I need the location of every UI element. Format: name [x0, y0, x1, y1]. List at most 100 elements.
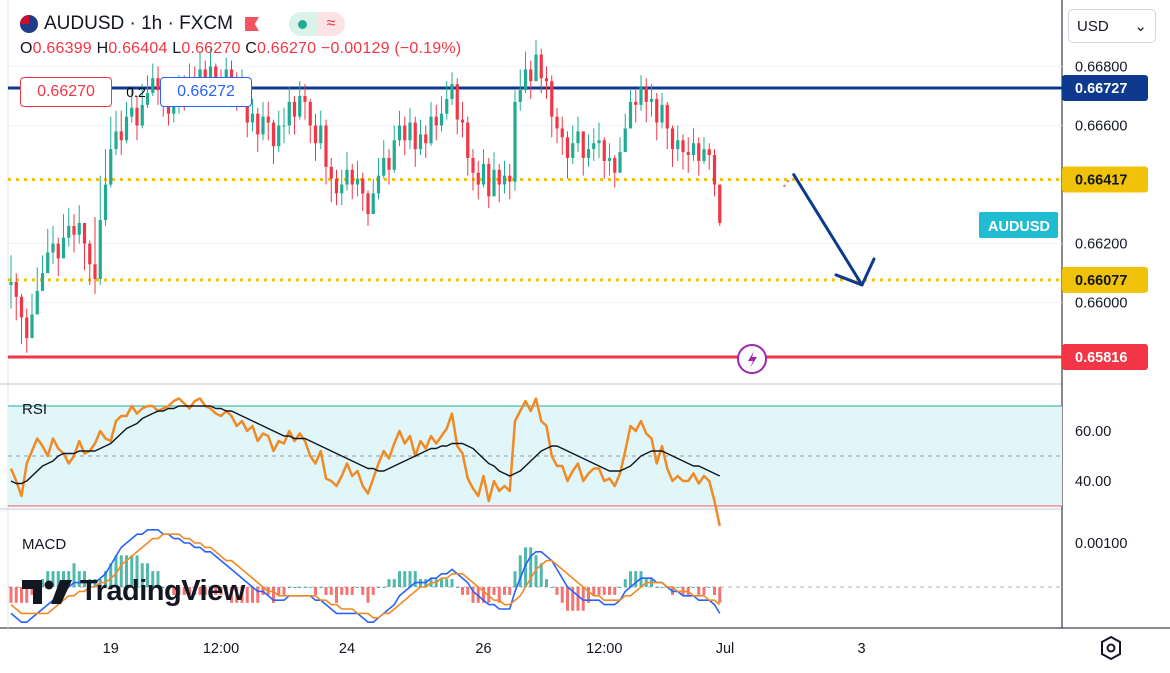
level-price-badge: [1062, 166, 1148, 193]
candle-body: [492, 169, 496, 197]
macd-histogram-bar: [482, 587, 485, 603]
macd-histogram-bar: [576, 587, 580, 611]
candle-body: [408, 122, 412, 141]
macd-histogram-bar: [545, 579, 548, 587]
candle-body: [172, 104, 176, 114]
candle-body: [135, 107, 139, 126]
macd-histogram-bar: [450, 579, 454, 587]
macd-histogram-bar: [156, 571, 160, 587]
macd-histogram-bar: [161, 587, 165, 588]
time-tick-label: Jul: [716, 641, 735, 657]
candle-body: [151, 78, 155, 94]
macd-histogram-bar: [41, 579, 44, 587]
macd-histogram-bar: [634, 571, 638, 587]
candle-body: [203, 69, 207, 79]
rsi-ma-line: [10, 405, 721, 485]
macd-histogram-bar: [602, 587, 606, 595]
watermark-text: TradingView: [80, 575, 245, 607]
macd-histogram-bar: [550, 587, 554, 588]
macd-histogram-bar: [539, 563, 543, 587]
macd-histogram-bar: [303, 587, 307, 588]
macd-histogram-bar: [571, 587, 575, 611]
macd-histogram-bar: [356, 587, 359, 588]
candle-body: [35, 290, 39, 315]
sell-button[interactable]: 0.66270: [20, 77, 112, 107]
macd-histogram-bar: [524, 547, 527, 587]
macd-histogram-bar: [146, 563, 149, 587]
macd-histogram-bar: [14, 587, 18, 603]
macd-histogram-bar: [461, 587, 464, 595]
candle-body: [618, 152, 622, 173]
currency-select[interactable]: USD ⌄: [1068, 9, 1156, 43]
candle-body: [319, 125, 323, 144]
candle-body: [271, 122, 276, 147]
candle-body: [340, 184, 344, 194]
macd-histogram-bar: [219, 587, 223, 595]
candle-body: [77, 222, 81, 235]
candle-body: [382, 157, 386, 176]
candle-body: [130, 107, 134, 117]
candle-body: [508, 175, 512, 182]
candle-body: [560, 128, 564, 138]
level-price-label: 0.65816: [1075, 350, 1127, 366]
candle-body: [529, 69, 533, 82]
candle-body: [56, 243, 60, 259]
macd-histogram-bar: [277, 587, 281, 595]
macd-histogram-bar: [235, 587, 239, 603]
candle-body: [644, 87, 648, 102]
macd-histogram-bar: [345, 587, 349, 595]
macd-histogram-bar: [62, 571, 65, 587]
macd-histogram-bar: [193, 587, 197, 595]
settings-icon[interactable]: [1098, 634, 1124, 662]
candle-body: [712, 155, 717, 185]
price-tick-label: 0.66800: [1075, 59, 1127, 75]
macd-histogram-bar: [513, 571, 517, 587]
macd-histogram-bar: [140, 563, 144, 587]
level-price-label: 0.66417: [1075, 173, 1127, 189]
level-price-badge: [1062, 266, 1148, 293]
level-price-label: 0.66727: [1075, 81, 1127, 97]
macd-histogram-bar: [597, 587, 601, 595]
price-tick-label: 0.66000: [1075, 296, 1127, 312]
candle-body: [697, 143, 701, 161]
candle-body: [534, 54, 538, 82]
candle-body: [445, 98, 449, 114]
candle-body: [30, 314, 34, 339]
candle-body: [229, 69, 234, 79]
macd-line: [10, 528, 721, 624]
currency-value: USD: [1077, 17, 1109, 35]
macd-histogram-bar: [314, 587, 317, 595]
buy-button[interactable]: 0.66272: [160, 77, 252, 107]
macd-histogram-bar: [119, 555, 123, 587]
candle-body: [450, 84, 454, 99]
projection-dots: [782, 178, 791, 188]
candle-body: [592, 143, 596, 150]
macd-histogram-bar: [77, 571, 81, 587]
rsi-title: RSI: [22, 401, 47, 418]
rsi-tick-label: 60.00: [1075, 424, 1111, 440]
market-open-icon[interactable]: [288, 12, 317, 36]
macd-histogram-bar: [529, 547, 533, 587]
macd-histogram-bar: [104, 571, 107, 587]
macd-histogram-bar: [335, 587, 338, 603]
macd-histogram-bar: [293, 587, 296, 588]
flag-marker-icon[interactable]: [244, 17, 259, 31]
symbol-legend[interactable]: AUDUSD · 1h · FXCM ≈ O0.66399 H0.66404 L…: [20, 12, 461, 58]
macd-histogram-bar: [67, 571, 71, 587]
market-status-pills[interactable]: ≈: [288, 12, 345, 36]
macd-histogram-bar: [697, 587, 701, 595]
candle-body: [67, 225, 71, 238]
symbol-badge: [979, 212, 1058, 238]
candle-body: [455, 84, 459, 120]
macd-histogram-bar: [230, 587, 233, 603]
wave-icon[interactable]: ≈: [316, 12, 345, 36]
macd-histogram-bar: [371, 587, 375, 595]
chevron-down-icon: ⌄: [1134, 18, 1147, 35]
open-value: 0.66399: [32, 40, 92, 57]
macd-histogram-bar: [676, 587, 680, 588]
candle-body: [418, 134, 423, 150]
high-value: 0.66404: [108, 40, 168, 57]
macd-histogram-bar: [245, 587, 249, 603]
trade-panel[interactable]: 0.66270 0.2 0.66272: [20, 77, 252, 107]
